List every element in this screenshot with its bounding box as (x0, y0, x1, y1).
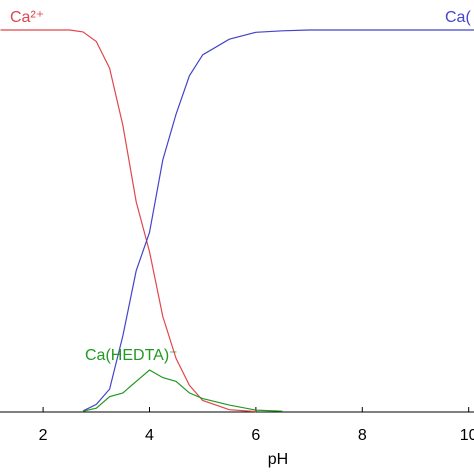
x-tick-label: 8 (358, 427, 367, 444)
x-axis-label: pH (268, 451, 288, 468)
x-tick-label: 4 (145, 427, 154, 444)
x-tick-label: 2 (39, 427, 48, 444)
x-tick-label: 10 (460, 427, 474, 444)
series-line (0, 29, 256, 413)
x-tick-label: 6 (251, 427, 260, 444)
series-line (82, 369, 283, 412)
series-line (82, 29, 474, 412)
series-label: Ca(HEDTA)⁻ (85, 347, 178, 364)
series-label: Ca( (445, 9, 471, 26)
series-label: Ca²⁺ (10, 9, 44, 26)
